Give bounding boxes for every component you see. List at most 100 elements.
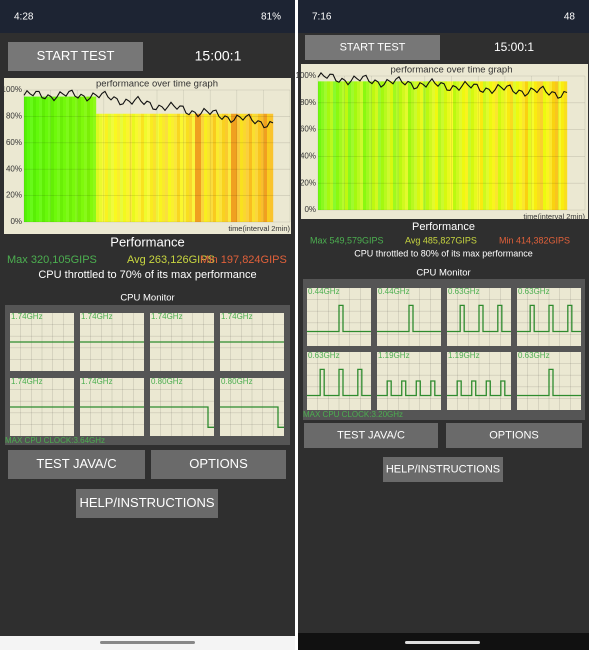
graph-stripe: [525, 81, 529, 210]
graph-stripe: [330, 81, 334, 210]
graph-stripe: [381, 81, 385, 210]
graph-stripe: [219, 113, 223, 222]
test-button[interactable]: [8, 450, 145, 479]
max-cpu-clock: MAX CPU CLOCK:3.64GHz: [5, 436, 105, 445]
graph-stripe: [192, 113, 196, 222]
graph-stripe: [135, 113, 139, 222]
graph-stripe: [144, 113, 148, 222]
graph-stripe: [327, 81, 331, 210]
graph-stripe: [354, 81, 358, 210]
graph-stripe: [507, 81, 511, 210]
options-button[interactable]: [151, 450, 286, 479]
graph-stripe: [471, 81, 475, 210]
graph-stripe: [501, 81, 505, 210]
max-cpu-clock: MAX CPU CLOCK:3.20GHz: [303, 410, 403, 419]
graph-stripe: [495, 81, 499, 210]
graph-stripe: [480, 81, 484, 210]
graph-stripe: [141, 113, 145, 222]
graph-stripe: [186, 113, 190, 222]
performance-line: [317, 72, 568, 99]
core-line: [307, 368, 371, 397]
graph-stripe: [72, 96, 76, 222]
core-line: [220, 406, 284, 428]
y-tick-label: 80%: [6, 112, 22, 121]
test-button[interactable]: [304, 423, 438, 448]
graph-stripe: [438, 81, 442, 210]
graph-stripe: [132, 113, 136, 222]
graph-stripe: [30, 96, 34, 222]
graph-stripe: [78, 96, 82, 222]
help-button[interactable]: [76, 489, 218, 518]
graph-stripe: [342, 81, 346, 210]
start-test-button[interactable]: [305, 35, 440, 60]
graph-stripe: [63, 96, 67, 222]
graph-stripe: [477, 81, 481, 210]
graph-stripe: [519, 81, 523, 210]
y-tick-label: 80%: [300, 98, 316, 107]
graph-stripe: [171, 113, 175, 222]
graph-stripe: [207, 113, 211, 222]
graph-stripe: [120, 113, 124, 222]
graph-stripe: [534, 81, 538, 210]
help-button[interactable]: [383, 457, 503, 482]
graph-stripe: [564, 81, 568, 210]
graph-stripe: [396, 81, 400, 210]
graph-stripe: [459, 81, 463, 210]
graph-stripe: [411, 81, 415, 210]
graph-stripe: [24, 96, 28, 222]
graph-stripe: [474, 81, 478, 210]
graph-stripe: [240, 113, 244, 222]
graph-stripe: [60, 96, 64, 222]
graph-title: performance over time graph: [96, 79, 218, 90]
graph-stripe: [264, 113, 268, 222]
graph-stripe: [408, 81, 412, 210]
graph-stripe: [498, 81, 502, 210]
max-score: Max 549,579GIPS: [310, 235, 384, 245]
graph-stripe: [450, 81, 454, 210]
core-frequency: 1.74GHz: [151, 312, 183, 321]
graph-stripe: [156, 113, 160, 222]
graph-stripe: [489, 81, 493, 210]
y-tick-label: 0%: [10, 217, 22, 226]
graph-stripe: [45, 96, 49, 222]
graph-stripe: [435, 81, 439, 210]
start-test-label: START TEST: [340, 41, 406, 53]
graph-stripe: [486, 81, 490, 210]
graph-stripe: [189, 113, 193, 222]
graph-stripe: [462, 81, 466, 210]
graph-stripe: [174, 113, 178, 222]
graph-stripe: [318, 81, 322, 210]
graph-stripe: [237, 113, 241, 222]
graph-stripe: [378, 81, 382, 210]
graph-stripe: [528, 81, 532, 210]
graph-stripe: [384, 81, 388, 210]
start-test-button[interactable]: [8, 42, 143, 71]
graph-stripe: [321, 81, 325, 210]
graph-stripe: [108, 113, 112, 222]
core-frequency: 0.63GHz: [518, 287, 550, 296]
graph-stripe: [234, 113, 238, 222]
throttle-text: CPU throttled to 80% of its max performa…: [354, 248, 533, 258]
core-frequency: 0.80GHz: [151, 377, 183, 386]
graph-stripe: [126, 113, 130, 222]
y-tick-label: 20%: [300, 178, 316, 187]
graph-stripe: [84, 96, 88, 222]
test-button-label: TEST JAVA/C: [337, 429, 405, 441]
help-button-label: HELP/INSTRUCTIONS: [386, 463, 500, 475]
graph-stripe: [222, 113, 226, 222]
graph-stripe: [129, 113, 133, 222]
graph-stripe: [267, 113, 271, 222]
options-button[interactable]: [446, 423, 582, 448]
graph-stripe: [258, 113, 262, 222]
graph-stripe: [426, 81, 430, 210]
core-line: [447, 380, 511, 397]
graph-stripe: [357, 81, 361, 210]
graph-stripe: [444, 81, 448, 210]
graph-title: performance over time graph: [391, 65, 513, 76]
status-bar: [298, 0, 589, 33]
y-tick-label: 40%: [6, 164, 22, 173]
graph-stripe: [336, 81, 340, 210]
graph-stripe: [168, 113, 172, 222]
graph-stripe: [417, 81, 421, 210]
core-frequency: 1.74GHz: [11, 377, 43, 386]
